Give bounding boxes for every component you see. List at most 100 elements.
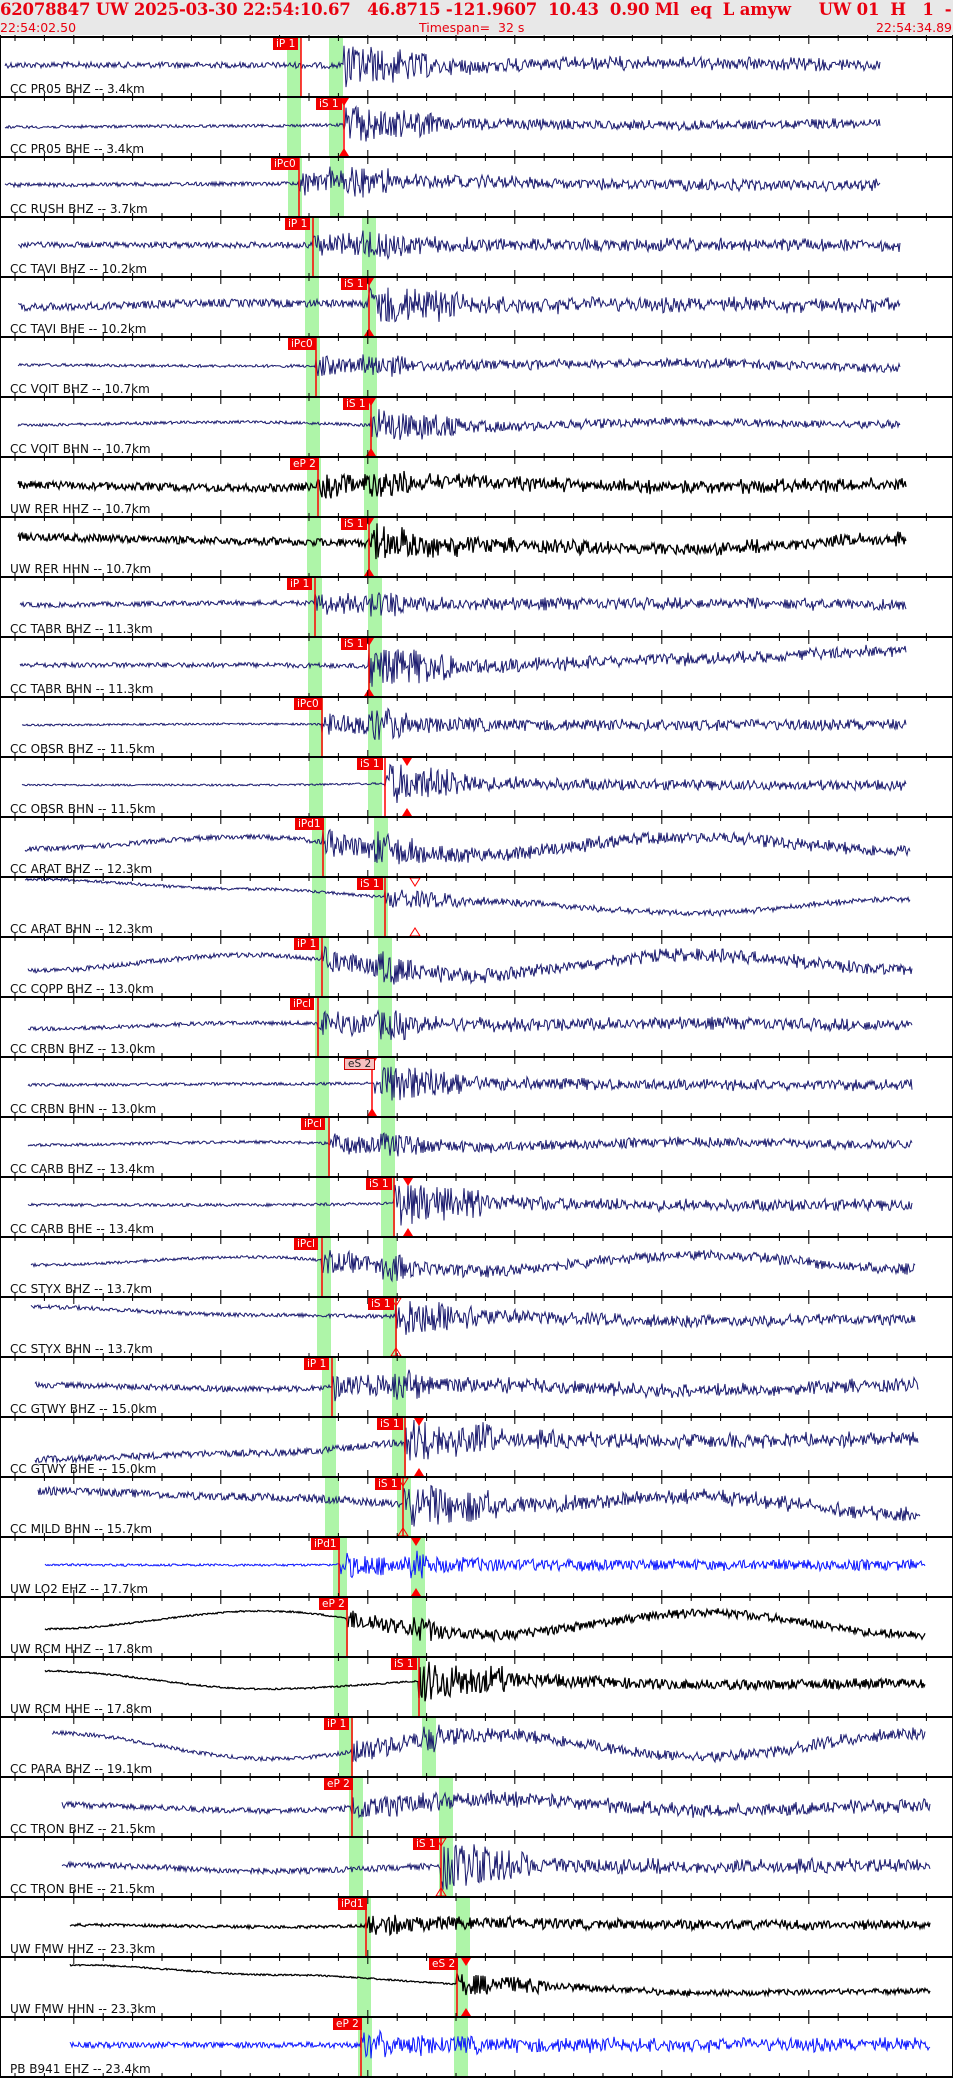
event-header: 62078847 UW 2025-03-30 22:54:10.67 46.87… (0, 0, 953, 35)
trace-label: CC TAVI BHE -- 10.2km (10, 322, 147, 336)
p-window (317, 1297, 331, 1357)
trace-label: CC VOIT BHZ -- 10.7km (10, 382, 150, 396)
pick-label[interactable]: iPcl (290, 998, 314, 1010)
trace-panel[interactable] (44, 1597, 926, 1657)
pick-label[interactable]: iS 1 (375, 1478, 401, 1490)
trace-panel[interactable] (34, 1417, 919, 1477)
waveform (17, 470, 907, 499)
pick-label[interactable]: iPd1 (295, 818, 324, 830)
trace-panel[interactable] (30, 1297, 916, 1357)
pick-label[interactable]: iS 1 (341, 638, 367, 650)
waveform (61, 1790, 931, 1819)
trace-label: CC OBSR BHZ -- 11.5km (10, 742, 155, 756)
pick-label[interactable]: iPc0 (288, 338, 316, 350)
trace-label: CC STYX BHN -- 13.7km (10, 1342, 153, 1356)
trace-panel[interactable] (17, 397, 901, 457)
pick-label[interactable]: iPd1 (311, 1538, 340, 1550)
trace-label: CC CARB BHE -- 13.4km (10, 1222, 155, 1236)
pick-label[interactable]: iS 1 (366, 1178, 392, 1190)
pick-label[interactable]: iP 1 (287, 578, 313, 590)
pick-label[interactable]: eS 2 (429, 1958, 459, 1970)
trace-panel[interactable] (21, 697, 907, 757)
trace-panel[interactable] (61, 1837, 931, 1897)
pick-label[interactable]: iS 1 (343, 398, 369, 410)
pick-label[interactable]: eP 2 (319, 1598, 348, 1610)
waveform (17, 230, 901, 261)
waveform (17, 523, 907, 560)
trace-panel[interactable] (27, 1177, 913, 1237)
trace-panel[interactable] (17, 337, 901, 397)
s-window (381, 1117, 395, 1177)
trace-panel[interactable] (17, 277, 901, 337)
pick-label[interactable]: iP 1 (304, 1358, 330, 1370)
p-window (334, 1657, 348, 1717)
p-window (306, 397, 320, 457)
polarity-down-icon (461, 1958, 471, 1966)
pick-label[interactable]: iPd1 (338, 1898, 367, 1910)
trace-label: CC CRBN BHZ -- 13.0km (10, 1042, 156, 1056)
pick-label[interactable]: iP 1 (285, 218, 311, 230)
trace-panel[interactable] (61, 1777, 931, 1837)
trace-panel[interactable] (27, 997, 913, 1057)
pick-label[interactable]: iS 1 (377, 1418, 403, 1430)
trace-panel[interactable] (34, 1357, 919, 1417)
trace-panel[interactable] (17, 217, 901, 277)
trace-panel[interactable] (44, 1537, 926, 1597)
s-window (329, 37, 343, 97)
pick-label[interactable]: iP 1 (294, 938, 320, 950)
pick-label[interactable]: iS 1 (413, 1838, 439, 1850)
p-window (325, 1477, 339, 1537)
pick-label[interactable]: iS 1 (391, 1658, 417, 1670)
pick-label[interactable]: iP 1 (273, 38, 299, 50)
trace-label: CC STYX BHZ -- 13.7km (10, 1282, 153, 1296)
pick-label[interactable]: iS 1 (341, 278, 367, 290)
trace-panel[interactable] (27, 1057, 913, 1117)
trace-panel[interactable] (19, 577, 907, 637)
pick-label[interactable]: iS 1 (357, 758, 383, 770)
p-window (305, 277, 319, 337)
trace-panel[interactable] (27, 1117, 913, 1177)
pick-label[interactable]: iPc0 (271, 158, 299, 170)
trace-panel[interactable] (24, 876, 911, 937)
trace-panel[interactable] (24, 817, 911, 877)
seismogram-plot[interactable]: iP 1 CC PR05 BHZ -- 3.4km iS 1 CC PR05 BHE … (0, 30, 953, 2082)
trace-label: CC PARA BHZ -- 19.1km (10, 1762, 153, 1776)
pick-label[interactable]: iS 1 (316, 98, 342, 110)
waveform (4, 105, 881, 142)
p-window (316, 1117, 330, 1177)
pick-label[interactable]: iS 1 (341, 518, 367, 530)
trace-label: CC ARAT BHZ -- 12.3km (10, 862, 153, 876)
pick-label[interactable]: iS 1 (357, 878, 383, 890)
trace-panel[interactable] (51, 1717, 926, 1777)
trace-panel[interactable] (17, 457, 907, 517)
trace-panel[interactable] (44, 1657, 926, 1717)
p-window (349, 1837, 363, 1897)
pick-label[interactable]: eS 2 (344, 1058, 376, 1070)
pick-label[interactable]: eP 2 (324, 1778, 353, 1790)
trace-panel[interactable] (17, 517, 907, 577)
pick-label[interactable]: iPc0 (294, 698, 322, 710)
trace-panel[interactable] (4, 37, 881, 97)
trace-panel[interactable] (19, 637, 907, 697)
pick-label[interactable]: eP 2 (290, 458, 319, 470)
trace-panel[interactable] (69, 2017, 931, 2077)
s-window (392, 1357, 406, 1417)
trace-label: UW FMW HHZ -- 23.3km (10, 1942, 156, 1956)
pick-label[interactable]: eP 2 (333, 2018, 362, 2030)
pick-label[interactable]: iS 1 (368, 1298, 394, 1310)
trace-panel[interactable] (21, 757, 907, 817)
s-window (383, 1297, 397, 1357)
trace-panel[interactable] (69, 1957, 931, 2017)
pick-label[interactable]: iP 1 (324, 1718, 350, 1730)
trace-panel[interactable] (37, 1477, 921, 1537)
pick-label[interactable]: iPcl (301, 1118, 325, 1130)
trace-label: CC TABR BHN -- 11.3km (10, 682, 154, 696)
waveform (34, 1419, 919, 1464)
trace-panel[interactable] (4, 157, 881, 217)
p-window (339, 1717, 353, 1777)
pick-label[interactable]: iPcl (294, 1238, 318, 1250)
waveform (27, 945, 913, 985)
trace-panel[interactable] (27, 937, 913, 997)
trace-panel[interactable] (69, 1897, 931, 1957)
trace-panel[interactable] (30, 1237, 916, 1297)
